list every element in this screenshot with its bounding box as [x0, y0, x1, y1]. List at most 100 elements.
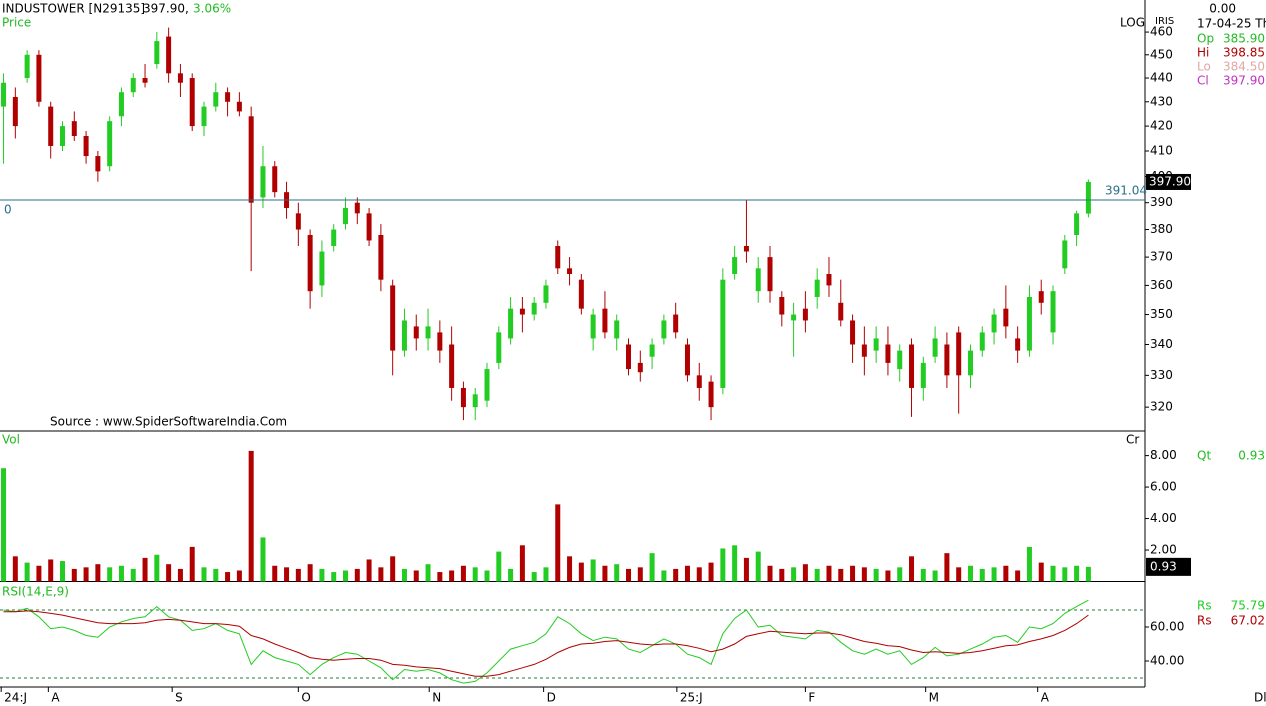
volume-bar	[260, 537, 266, 582]
vol-unit: Cr	[1126, 433, 1139, 447]
volume-bar	[484, 570, 490, 582]
candle-body	[932, 338, 938, 357]
change: 3.06%	[193, 2, 231, 16]
x-tick-label: O	[301, 691, 310, 705]
info-date: 17-04-25 Th	[1197, 17, 1266, 31]
candle-body	[531, 302, 537, 315]
candle-body	[649, 344, 655, 357]
rsi-label: RSI(14,E,9)	[2, 585, 69, 599]
volume-bar	[649, 553, 655, 582]
candle-body	[12, 96, 18, 127]
x-tick-label: 24:J	[4, 691, 27, 705]
volume-bar	[107, 567, 113, 582]
volume-bar	[460, 565, 466, 582]
candle-body	[48, 106, 54, 146]
y-tick-label: 410	[1150, 144, 1173, 158]
legend-name: Rs	[1197, 614, 1212, 628]
volume-bar	[531, 572, 537, 582]
volume-bar	[578, 562, 584, 582]
volume-bar	[567, 556, 573, 582]
candle-body	[437, 332, 443, 351]
candle-body	[1003, 308, 1009, 327]
y-tick-label: 2.00	[1150, 543, 1177, 557]
volume-bar	[413, 570, 419, 582]
volume-bar	[48, 559, 54, 582]
candle-body	[154, 41, 160, 65]
volume-bar	[779, 568, 785, 582]
candle-body	[1038, 291, 1044, 303]
volume-bar	[295, 568, 301, 582]
y-tick-label: 350	[1150, 307, 1173, 321]
candle-body	[331, 229, 337, 246]
volume-bar	[331, 572, 337, 582]
candle-body	[354, 202, 360, 214]
candle-body	[590, 314, 596, 339]
candle-body	[838, 302, 844, 321]
volume-bar	[1, 468, 7, 582]
volume-bar	[602, 565, 608, 582]
volume-bar	[1085, 566, 1091, 582]
op-value: 385.90	[1223, 32, 1265, 46]
scale-label: LOG	[1120, 16, 1145, 30]
volume-bar	[437, 572, 443, 582]
volume-bar	[24, 562, 30, 582]
candle-body	[661, 320, 667, 339]
candle-body	[626, 344, 632, 370]
volume-bar	[36, 565, 42, 582]
volume-bar	[696, 567, 702, 582]
candle-body	[71, 121, 77, 136]
candle-body	[107, 121, 113, 167]
source: Source : www.SpiderSoftwareIndia.Com	[50, 415, 287, 429]
candle-body	[802, 308, 808, 321]
y-tick-label: 390	[1150, 195, 1173, 209]
volume-bar	[366, 559, 372, 582]
y-tick-label: 460	[1150, 25, 1173, 39]
x-tick-label: 25:J	[680, 691, 703, 705]
legend-name: Rs	[1197, 599, 1212, 613]
volume-bar	[142, 557, 148, 582]
y-tick-label: 370	[1150, 250, 1173, 264]
candle-body	[1062, 240, 1068, 269]
candle-body	[319, 251, 325, 286]
candle-body	[897, 350, 903, 370]
level-left-label: 0	[4, 202, 12, 216]
volume-bar	[95, 564, 101, 582]
candle-body	[295, 213, 301, 230]
volume-bar	[755, 551, 761, 582]
candle-body	[378, 234, 384, 280]
candle-body	[920, 362, 926, 388]
candle-body	[390, 285, 396, 351]
volume-bar	[708, 562, 714, 582]
volume-tag-label: 0.93	[1150, 559, 1177, 573]
candle-body	[720, 279, 726, 388]
candle-body	[861, 344, 867, 357]
volume-bar	[991, 567, 997, 582]
volume-bar	[449, 570, 455, 582]
candle-body	[602, 308, 608, 333]
candle-body	[967, 350, 973, 376]
candle-body	[307, 234, 313, 292]
x-tick-label: A	[51, 691, 60, 705]
volume-bar	[213, 568, 219, 582]
volume-bar	[673, 568, 679, 582]
candle-body	[944, 344, 950, 376]
volume-tag	[1146, 557, 1191, 576]
volume-bar	[732, 545, 738, 582]
volume-bar	[177, 568, 183, 582]
candle-body	[873, 338, 879, 351]
volume-bar	[201, 567, 207, 582]
volume-bar	[885, 570, 891, 582]
candle-body	[814, 279, 820, 297]
candle-body	[36, 54, 42, 102]
volume-bar	[814, 568, 820, 582]
candle-body	[142, 78, 148, 83]
candle-body	[684, 344, 690, 376]
volume-bar	[59, 561, 65, 582]
symbol: INDUSTOWER [N29135]	[2, 2, 145, 16]
volume-bar	[225, 572, 231, 582]
volume-bar	[743, 557, 749, 582]
candle-body	[484, 369, 490, 401]
volume-bar	[83, 567, 89, 582]
volume-bar	[1074, 565, 1080, 582]
volume-bar	[508, 568, 514, 582]
